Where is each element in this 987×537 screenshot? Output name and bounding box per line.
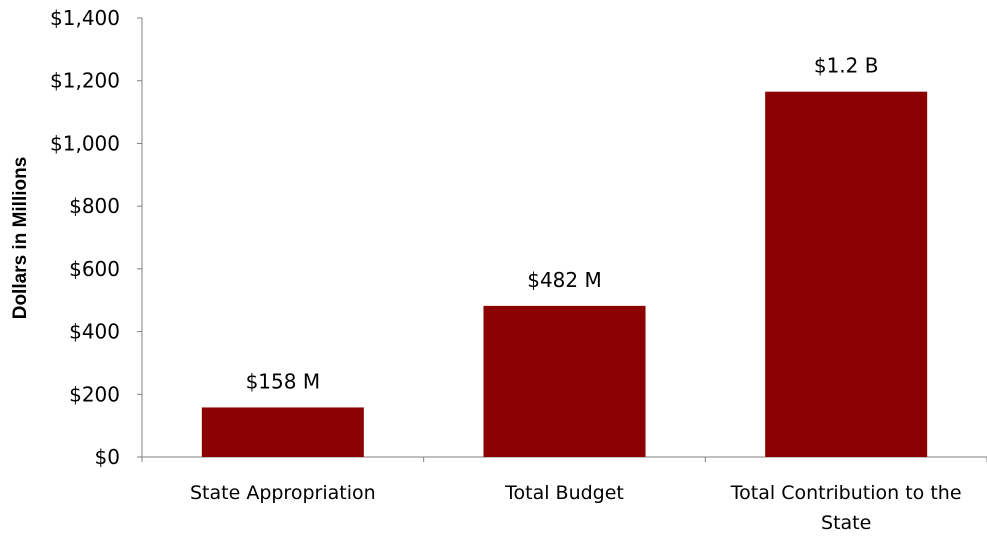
bar	[201, 407, 364, 457]
bar	[765, 91, 928, 458]
y-tick-labels: $0 $200 $400 $600 $800 $1,000 $1,200 $1,400	[50, 6, 120, 469]
y-tick-label: $1,400	[50, 6, 120, 30]
x-category-labels: State Appropriation Total Budget Total Con…	[190, 482, 962, 534]
bars	[201, 91, 928, 458]
y-axis-title: Dollars in Millions	[10, 157, 31, 320]
y-tick-label: $1,000	[50, 131, 120, 155]
data-label: $482 M	[527, 268, 602, 292]
x-category-label-line: State	[821, 512, 871, 534]
y-tick-label: $200	[69, 382, 120, 406]
y-tick-label: $0	[95, 445, 120, 469]
data-label: $1.2 B	[814, 54, 879, 78]
y-tick-label: $1,200	[50, 69, 120, 93]
x-category-label: Total Contribution to the State	[730, 482, 962, 534]
x-category-label-line: State Appropriation	[190, 482, 376, 504]
bar	[483, 305, 646, 457]
x-category-label-line: Total Contribution to the	[730, 482, 962, 504]
y-tick-label: $400	[69, 320, 120, 344]
data-label: $158 M	[246, 369, 321, 393]
x-category-label-line: Total Budget	[504, 482, 624, 504]
y-axis-title-group: Dollars in Millions	[10, 157, 31, 320]
y-tick-label: $600	[69, 257, 120, 281]
data-labels: $158 M $482 M $1.2 B	[246, 54, 879, 394]
y-tick-label: $800	[69, 194, 120, 218]
x-category-label: State Appropriation	[190, 482, 376, 504]
x-category-label: Total Budget	[504, 482, 624, 504]
